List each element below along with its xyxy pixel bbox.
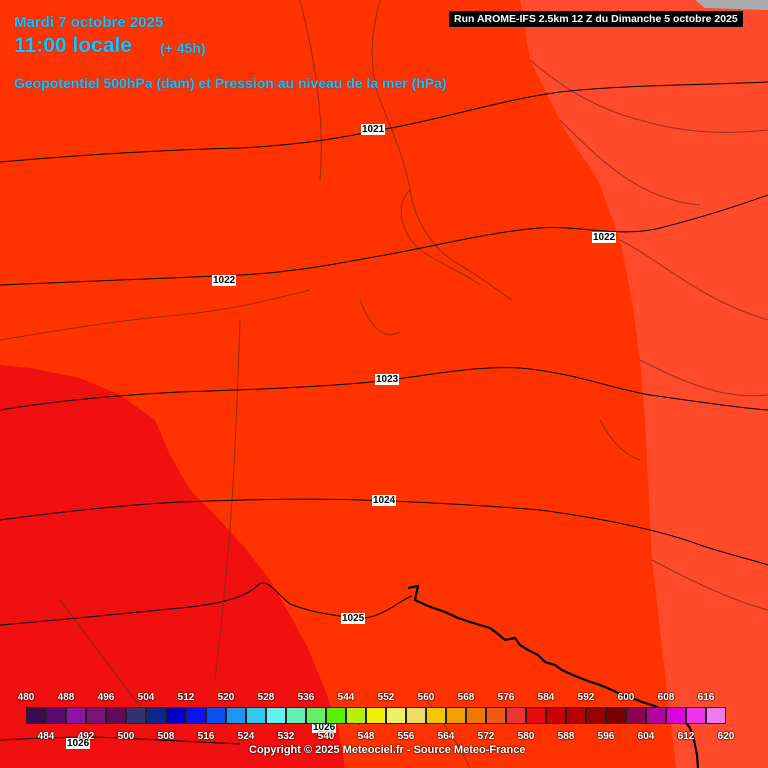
legend-swatch bbox=[486, 707, 506, 724]
legend-label-bottom: 596 bbox=[597, 731, 615, 742]
legend-label-top: 600 bbox=[617, 692, 635, 703]
legend-swatch bbox=[26, 707, 46, 724]
map-zone-corner bbox=[695, 0, 768, 10]
legend-swatch bbox=[246, 707, 266, 724]
legend-label-bottom: 580 bbox=[517, 731, 535, 742]
legend-swatch bbox=[366, 707, 386, 724]
legend-swatch bbox=[446, 707, 466, 724]
isobar-label-1024: 1024 bbox=[372, 495, 397, 506]
legend-swatch bbox=[326, 707, 346, 724]
legend-swatch bbox=[466, 707, 486, 724]
legend-swatch bbox=[226, 707, 246, 724]
isobar-label-1022-east: 1022 bbox=[592, 232, 617, 243]
isobar-label-1022-west: 1022 bbox=[212, 275, 237, 286]
legend-swatch bbox=[606, 707, 626, 724]
legend-label-top: 576 bbox=[497, 692, 515, 703]
legend-label-top: 560 bbox=[417, 692, 435, 703]
legend-swatch bbox=[66, 707, 86, 724]
legend-label-top: 544 bbox=[337, 692, 355, 703]
legend-label-top: 480 bbox=[17, 692, 35, 703]
legend-label-top: 536 bbox=[297, 692, 315, 703]
map-zone-west bbox=[0, 365, 345, 768]
forecast-date: Mardi 7 octobre 2025 bbox=[14, 14, 164, 31]
legend-swatch bbox=[166, 707, 186, 724]
legend-swatch bbox=[386, 707, 406, 724]
legend-label-top: 496 bbox=[97, 692, 115, 703]
run-info: Run AROME-IFS 2.5km 12 Z du Dimanche 5 o… bbox=[449, 11, 743, 27]
legend-label-bottom: 612 bbox=[677, 731, 695, 742]
legend-swatch bbox=[286, 707, 306, 724]
legend-swatch bbox=[526, 707, 546, 724]
legend-swatch bbox=[46, 707, 66, 724]
map-zone-east bbox=[520, 0, 768, 768]
copyright: Copyright © 2025 Meteociel.fr - Source M… bbox=[249, 744, 526, 756]
legend-label-top: 584 bbox=[537, 692, 555, 703]
legend-label-top: 520 bbox=[217, 692, 235, 703]
legend-label-bottom: 548 bbox=[357, 731, 375, 742]
legend-label-top: 512 bbox=[177, 692, 195, 703]
legend-swatch bbox=[546, 707, 566, 724]
legend-swatch bbox=[186, 707, 206, 724]
legend-label-top: 608 bbox=[657, 692, 675, 703]
legend-label-top: 528 bbox=[257, 692, 275, 703]
forecast-time: 11:00 locale bbox=[14, 34, 132, 57]
legend-swatch bbox=[426, 707, 446, 724]
legend-label-bottom: 620 bbox=[717, 731, 735, 742]
legend-label-bottom: 516 bbox=[197, 731, 215, 742]
legend-label-bottom: 564 bbox=[437, 731, 455, 742]
legend-swatch bbox=[106, 707, 126, 724]
legend-label-bottom: 540 bbox=[317, 731, 335, 742]
legend-swatch bbox=[626, 707, 646, 724]
legend-swatch bbox=[506, 707, 526, 724]
legend-swatch bbox=[146, 707, 166, 724]
legend-label-bottom: 572 bbox=[477, 731, 495, 742]
legend-swatch bbox=[566, 707, 586, 724]
legend-swatch bbox=[586, 707, 606, 724]
legend-label-bottom: 484 bbox=[37, 731, 55, 742]
map-subtitle: Geopotentiel 500hPa (dam) et Pression au… bbox=[14, 75, 447, 91]
legend-label-bottom: 556 bbox=[397, 731, 415, 742]
isobar-label-1021: 1021 bbox=[361, 124, 386, 135]
legend-label-bottom: 492 bbox=[77, 731, 95, 742]
legend-swatch bbox=[686, 707, 706, 724]
isobar-label-1026-a: 1026 bbox=[312, 722, 337, 733]
legend-label-top: 488 bbox=[57, 692, 75, 703]
legend-label-bottom: 532 bbox=[277, 731, 295, 742]
isobar-label-1023: 1023 bbox=[375, 374, 400, 385]
legend-label-top: 616 bbox=[697, 692, 715, 703]
legend-swatch bbox=[266, 707, 286, 724]
legend-swatch bbox=[706, 707, 726, 724]
isobar-label-1025: 1025 bbox=[341, 613, 366, 624]
legend-label-bottom: 508 bbox=[157, 731, 175, 742]
legend-label-bottom: 500 bbox=[117, 731, 135, 742]
legend-label-top: 552 bbox=[377, 692, 395, 703]
legend-label-top: 504 bbox=[137, 692, 155, 703]
isobar-label-1026-b: 1026 bbox=[66, 738, 91, 749]
legend-swatch bbox=[666, 707, 686, 724]
legend-swatch bbox=[126, 707, 146, 724]
legend-swatch bbox=[406, 707, 426, 724]
legend-swatch bbox=[86, 707, 106, 724]
legend-label-top: 568 bbox=[457, 692, 475, 703]
legend-swatch bbox=[206, 707, 226, 724]
legend-label-bottom: 524 bbox=[237, 731, 255, 742]
legend-swatch bbox=[346, 707, 366, 724]
legend-swatch bbox=[646, 707, 666, 724]
legend-label-bottom: 588 bbox=[557, 731, 575, 742]
forecast-lead-time: (+ 45h) bbox=[160, 40, 206, 56]
legend-label-top: 592 bbox=[577, 692, 595, 703]
legend-label-bottom: 604 bbox=[637, 731, 655, 742]
legend-swatch bbox=[306, 707, 326, 724]
